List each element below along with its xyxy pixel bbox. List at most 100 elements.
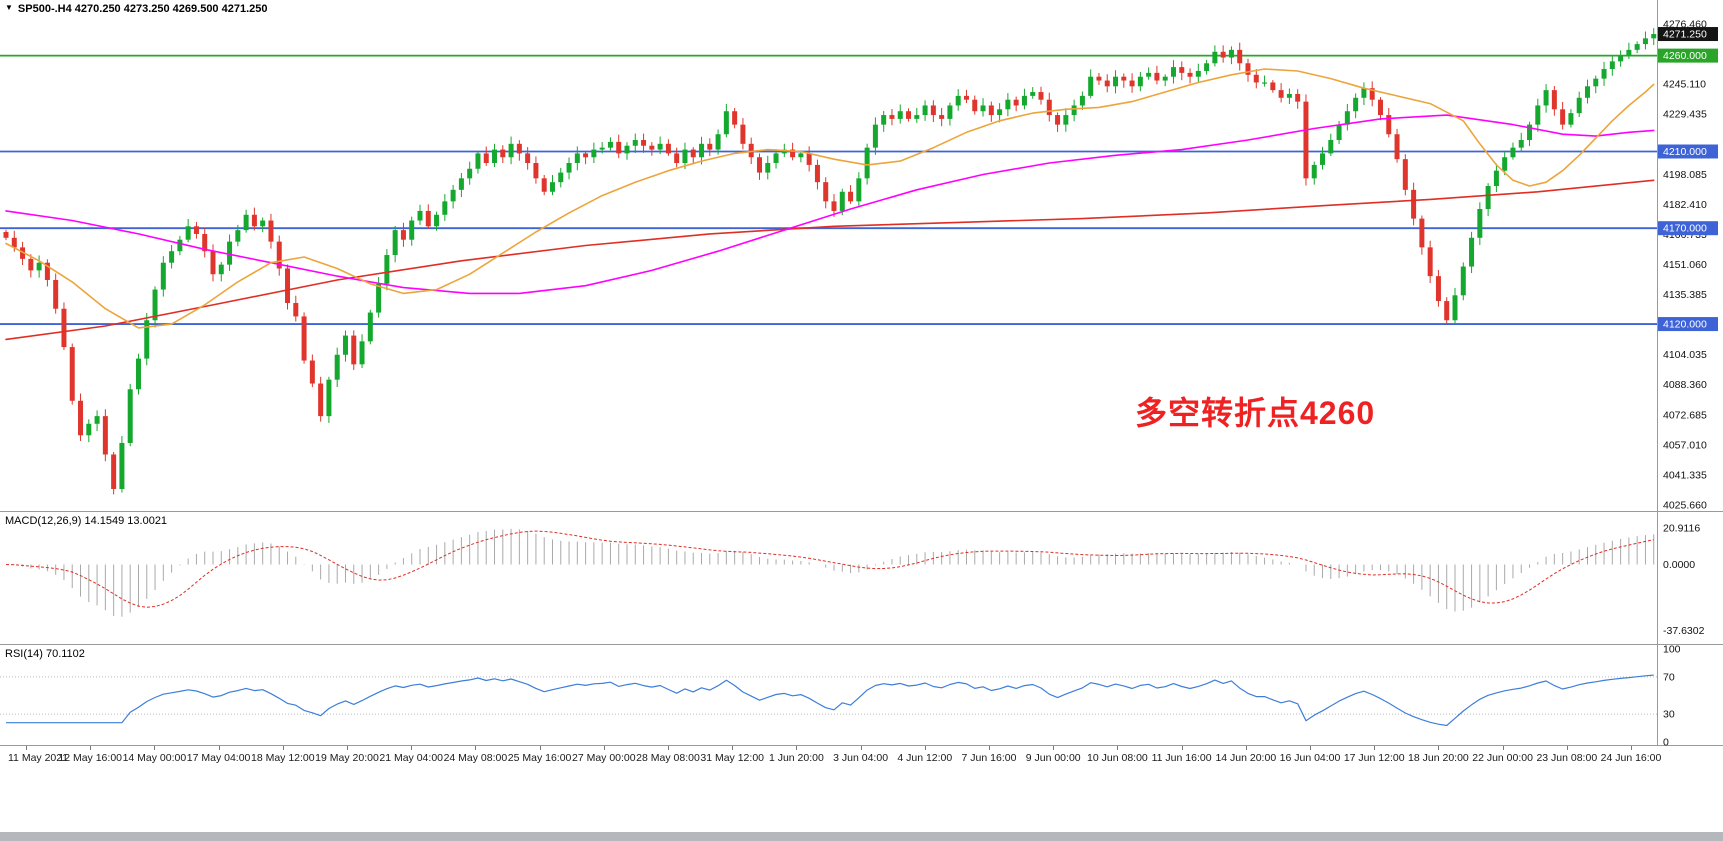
macd-canvas[interactable]: 20.9116 0.0000 -37.6302 — [0, 512, 1723, 645]
time-label: 23 Jun 08:00 — [1536, 752, 1598, 764]
level-price-box-label: 4260.000 — [1663, 50, 1707, 62]
time-tick — [90, 746, 92, 750]
time-tick — [1374, 746, 1376, 750]
time-label: 24 May 08:00 — [443, 752, 508, 764]
current-price-box-label: 4271.250 — [1663, 29, 1707, 41]
macd-indicator-panel: 20.9116 0.0000 -37.6302 MACD(12,26,9) 14.1… — [0, 512, 1723, 645]
time-tick — [218, 746, 220, 750]
rsi-line — [6, 674, 1654, 727]
time-tick — [1053, 746, 1055, 750]
price-scale-labels[interactable]: 4276.4604245.1104229.4354198.0854182.410… — [1663, 19, 1707, 512]
price-label: 4104.035 — [1663, 349, 1707, 361]
moving-average-fast-line — [5, 68, 1655, 329]
rsi-indicator-panel: 100 70 30 0 RSI(14) 70.1102 — [0, 645, 1723, 746]
time-label: 21 May 04:00 — [379, 752, 444, 764]
time-label: 28 May 08:00 — [636, 752, 700, 764]
price-label: 4151.060 — [1663, 259, 1707, 271]
time-label: 18 May 12:00 — [250, 752, 315, 764]
time-label: 14 Jun 20:00 — [1215, 752, 1277, 764]
rsi-label: RSI(14) 70.1102 — [5, 648, 85, 660]
current-price-box — [1658, 27, 1718, 42]
time-tick — [1117, 746, 1119, 750]
time-tick — [1631, 746, 1632, 750]
time-label: 19 May 20:00 — [315, 752, 379, 764]
time-tick — [989, 746, 990, 750]
macd-label: MACD(12,26,9) 14.1549 13.0021 — [5, 515, 168, 527]
time-label: 17 May 04:00 — [186, 752, 251, 764]
window-bottom-strip — [0, 832, 1723, 841]
level-price-box — [1658, 317, 1718, 332]
annotation-text[interactable]: 多空转折点4260 — [1135, 395, 1376, 431]
macd-scale-label: 20.9116 — [1663, 522, 1700, 534]
time-label: 24 Jun 16:00 — [1600, 752, 1662, 764]
rsi-scale-label: 30 — [1663, 709, 1675, 721]
time-tick — [1310, 746, 1311, 750]
rsi-canvas[interactable]: 100 70 30 0 — [0, 645, 1723, 746]
price-label: 4041.335 — [1663, 469, 1707, 481]
time-label: 17 Jun 12:00 — [1343, 752, 1405, 764]
time-tick — [1245, 746, 1247, 750]
moving-average-slow-line — [5, 179, 1655, 341]
candles — [3, 28, 1657, 495]
time-scale[interactable]: 11 May 2021 12 May 16:00 14 May 00:00 17 Ma… — [0, 746, 1723, 772]
level-price-box-label: 4210.000 — [1663, 146, 1707, 158]
time-label: 31 May 12:00 — [700, 752, 765, 764]
time-tick — [1502, 746, 1504, 750]
time-label: 22 Jun 00:00 — [1472, 752, 1533, 764]
time-label: 12 May 16:00 — [58, 752, 123, 764]
time-label: 7 Jun 16:00 — [961, 752, 1017, 764]
price-label: 4057.010 — [1663, 439, 1707, 451]
time-label: 14 May 00:00 — [122, 752, 187, 764]
macd-histogram — [13, 528, 1655, 617]
time-tick — [603, 746, 605, 750]
time-tick — [732, 746, 734, 750]
time-label: 3 Jun 04:00 — [833, 752, 889, 764]
main-chart-canvas[interactable]: 4276.4604245.1104229.4354198.0854182.410… — [0, 0, 1723, 512]
time-tick — [539, 746, 541, 750]
time-tick — [1181, 746, 1183, 750]
time-tick — [282, 746, 284, 750]
macd-scale-label: 0.0000 — [1663, 559, 1695, 571]
time-tick — [347, 746, 348, 750]
horizontal-level-lines[interactable] — [0, 54, 1657, 325]
chart-ohlc-values: 4270.250 4273.250 4269.500 4271.250 — [74, 3, 268, 15]
macd-scale-label: -37.6302 — [1663, 625, 1705, 637]
time-label: 27 May 00:00 — [571, 752, 636, 764]
price-label: 4025.660 — [1663, 499, 1707, 511]
time-label: 11 May 2021 — [8, 752, 68, 764]
level-price-box — [1658, 144, 1718, 159]
level-price-box-label: 4170.000 — [1663, 223, 1707, 235]
level-price-box — [1658, 48, 1718, 63]
moving-average-mid-line — [5, 114, 1655, 295]
rsi-scale-label: 0 — [1663, 737, 1669, 747]
time-label: 18 Jun 20:00 — [1408, 752, 1469, 764]
rsi-scale-label: 70 — [1663, 671, 1675, 683]
time-tick — [26, 746, 27, 750]
time-tick — [860, 746, 862, 750]
time-label: 16 Jun 04:00 — [1279, 752, 1341, 764]
price-label: 4229.435 — [1663, 109, 1707, 121]
time-label: 1 Jun 20:00 — [768, 752, 824, 764]
time-tick — [1566, 746, 1568, 750]
price-label: 4245.110 — [1663, 79, 1706, 91]
time-label: 4 Jun 12:00 — [897, 752, 953, 764]
price-label: 4135.385 — [1663, 289, 1707, 301]
time-tick — [796, 746, 798, 750]
time-tick — [924, 746, 926, 750]
rsi-scale-label: 100 — [1663, 645, 1681, 656]
price-label: 4072.685 — [1663, 409, 1707, 421]
level-price-box-label: 4120.000 — [1663, 319, 1707, 331]
time-label: 10 Jun 08:00 — [1087, 752, 1148, 764]
chart-symbol-period: SP500-.H4 — [17, 3, 72, 15]
level-price-box — [1658, 221, 1718, 236]
main-chart-panel: 4276.460 4245.110 4229.435 4198.085 4182.410… — [0, 0, 1723, 512]
price-label: 4198.085 — [1663, 169, 1707, 181]
time-tick — [1438, 746, 1440, 750]
symbol-marker-icon[interactable]: ▼ — [5, 3, 13, 12]
price-scale-divider — [1657, 0, 1658, 746]
price-label: 4088.360 — [1663, 379, 1707, 391]
chart-title: ▼ SP500-.H4 4270.250 4273.250 4269.500 42… — [5, 3, 268, 15]
time-tick — [475, 746, 477, 750]
time-tick — [411, 746, 413, 750]
